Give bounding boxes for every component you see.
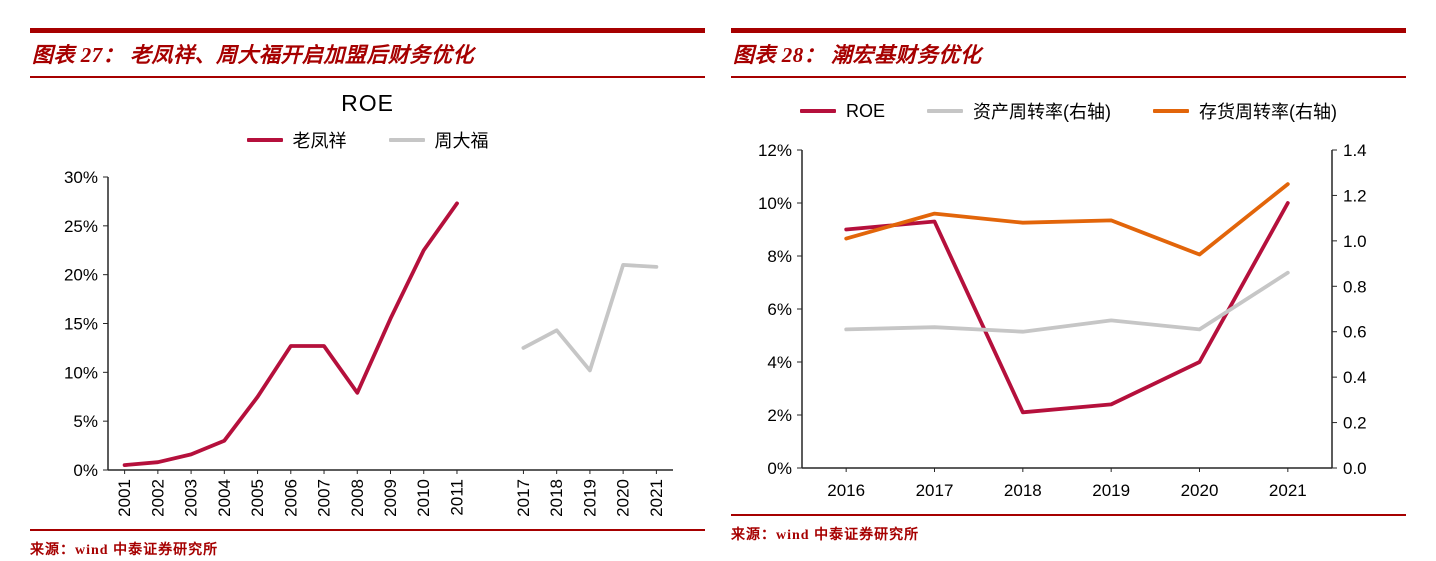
- y-axis-label: 5%: [73, 412, 98, 431]
- y-axis-label: 8%: [767, 247, 792, 266]
- y-axis-label: 25%: [63, 217, 97, 236]
- y-axis-label: 10%: [757, 194, 791, 213]
- y2-axis-label: 0.4: [1343, 368, 1367, 387]
- legend-swatch: [246, 138, 283, 142]
- legend-swatch: [927, 109, 963, 113]
- figure-27-header-title: 图表 27： 老凤祥、周大福开启加盟后财务优化: [32, 43, 474, 67]
- y2-axis-label: 0.0: [1343, 459, 1367, 478]
- legend-item: ROE: [799, 100, 885, 122]
- figure-27-line-chart: 0% 5% 10% 15% 20% 25% 30% 2001 2002 2003 2004 2005 2…: [63, 168, 673, 517]
- figure-28-chart-area: ROE 资产周转率(右轴) 存货周转率(右轴) 0% 2% 4% 6% 8% 10% 12% 0.…: [731, 78, 1406, 510]
- figure-panel-27: 图表 27： 老凤祥、周大福开启加盟后财务优化 ROE 老凤祥 周大福 0% 5% 1…: [30, 28, 705, 558]
- y-axis-label: 2%: [767, 406, 792, 425]
- figure-28-header-title: 图表 28： 潮宏基财务优化: [733, 43, 982, 67]
- x-axis-label: 2019: [1092, 481, 1130, 500]
- y-axis-label: 0%: [73, 461, 98, 480]
- legend-label: 老凤祥: [292, 131, 347, 151]
- x-axis-label: 2005: [248, 479, 267, 517]
- legend-swatch: [1153, 109, 1189, 113]
- x-axis-label: 2021: [646, 479, 665, 517]
- legend-item: 存货周转率(右轴): [1153, 98, 1337, 124]
- x-axis-label: 2009: [381, 479, 400, 517]
- x-axis-label: 2002: [148, 479, 167, 517]
- figure-28-source-text: 来源：wind 中泰证券研究所: [731, 528, 920, 543]
- series-line-老凤祥: [122, 201, 459, 467]
- series-line-周大福: [521, 263, 658, 373]
- x-axis-label: 2018: [547, 479, 566, 517]
- figure-panel-28: 图表 28： 潮宏基财务优化 ROE 资产周转率(右轴) 存货周转率(右轴) 0% 2…: [731, 28, 1406, 548]
- series-line-ROE: [843, 201, 1290, 415]
- y-axis-label: 0%: [767, 459, 792, 478]
- y2-axis-label: 1.0: [1343, 232, 1367, 251]
- legend-label: 周大福: [434, 131, 489, 151]
- figure-28-legend: ROE 资产周转率(右轴) 存货周转率(右轴): [799, 98, 1337, 124]
- x-axis-label: 2006: [281, 479, 300, 517]
- legend-item: 老凤祥: [246, 127, 347, 153]
- x-axis-label: 2020: [1180, 481, 1218, 500]
- y2-axis-label: 0.8: [1343, 277, 1367, 296]
- x-axis-label: 2010: [414, 479, 433, 517]
- y2-axis-label: 0.6: [1343, 323, 1367, 342]
- series-line-资产周转率(右轴): [843, 270, 1290, 334]
- legend-label: 存货周转率(右轴): [1199, 102, 1337, 122]
- x-axis-label: 2016: [827, 481, 865, 500]
- y-axis-label: 10%: [63, 363, 97, 382]
- figure-27-chart-area: ROE 老凤祥 周大福 0% 5% 10% 15% 20% 25% 30% 2001 2002 20…: [30, 78, 705, 529]
- y-axis-label: 15%: [63, 315, 97, 334]
- x-axis-label: 2011: [447, 479, 466, 516]
- y-axis-label: 20%: [63, 266, 97, 285]
- x-axis-label: 2019: [580, 479, 599, 517]
- figure-27-source-text: 来源：wind 中泰证券研究所: [30, 543, 219, 558]
- figure-28-header: 图表 28： 潮宏基财务优化: [731, 28, 1406, 78]
- figure-27-chart-title: ROE: [341, 90, 394, 116]
- x-axis-label: 2004: [214, 479, 233, 517]
- legend-item: 资产周转率(右轴): [927, 98, 1111, 124]
- figure-28-line-chart: 0% 2% 4% 6% 8% 10% 12% 0.0 0.2 0.4 0.6 0.8 1.0 1.2 1.4…: [757, 141, 1367, 500]
- legend-label: ROE: [845, 100, 885, 121]
- x-axis-label: 2021: [1268, 481, 1306, 500]
- figure-28-source: 来源：wind 中泰证券研究所: [731, 514, 1406, 548]
- y-axis-label: 30%: [63, 168, 97, 187]
- y2-axis-label: 1.2: [1343, 186, 1367, 205]
- legend-label: 资产周转率(右轴): [973, 102, 1111, 122]
- x-axis-label: 2003: [181, 479, 200, 517]
- y2-axis-label: 0.2: [1343, 414, 1367, 433]
- figure-27-source: 来源：wind 中泰证券研究所: [30, 529, 705, 561]
- x-axis-label: 2017: [513, 479, 532, 517]
- y-axis-label: 12%: [757, 141, 791, 160]
- y2-axis-label: 1.4: [1343, 141, 1367, 160]
- series-line-存货周转率(右轴): [843, 182, 1290, 257]
- x-axis-label: 2018: [1003, 481, 1041, 500]
- x-axis-label: 2007: [314, 479, 333, 517]
- x-axis-label: 2020: [613, 479, 632, 517]
- x-axis-label: 2001: [115, 479, 134, 517]
- x-axis-label: 2017: [915, 481, 953, 500]
- x-axis-label: 2008: [347, 479, 366, 517]
- figure-27-legend: 老凤祥 周大福: [246, 127, 489, 153]
- y-axis-label: 4%: [767, 353, 792, 372]
- legend-swatch: [799, 109, 836, 113]
- legend-item: 周大福: [388, 127, 489, 153]
- figure-27-header: 图表 27： 老凤祥、周大福开启加盟后财务优化: [30, 28, 705, 78]
- y-axis-label: 6%: [767, 300, 792, 319]
- legend-swatch: [388, 138, 425, 142]
